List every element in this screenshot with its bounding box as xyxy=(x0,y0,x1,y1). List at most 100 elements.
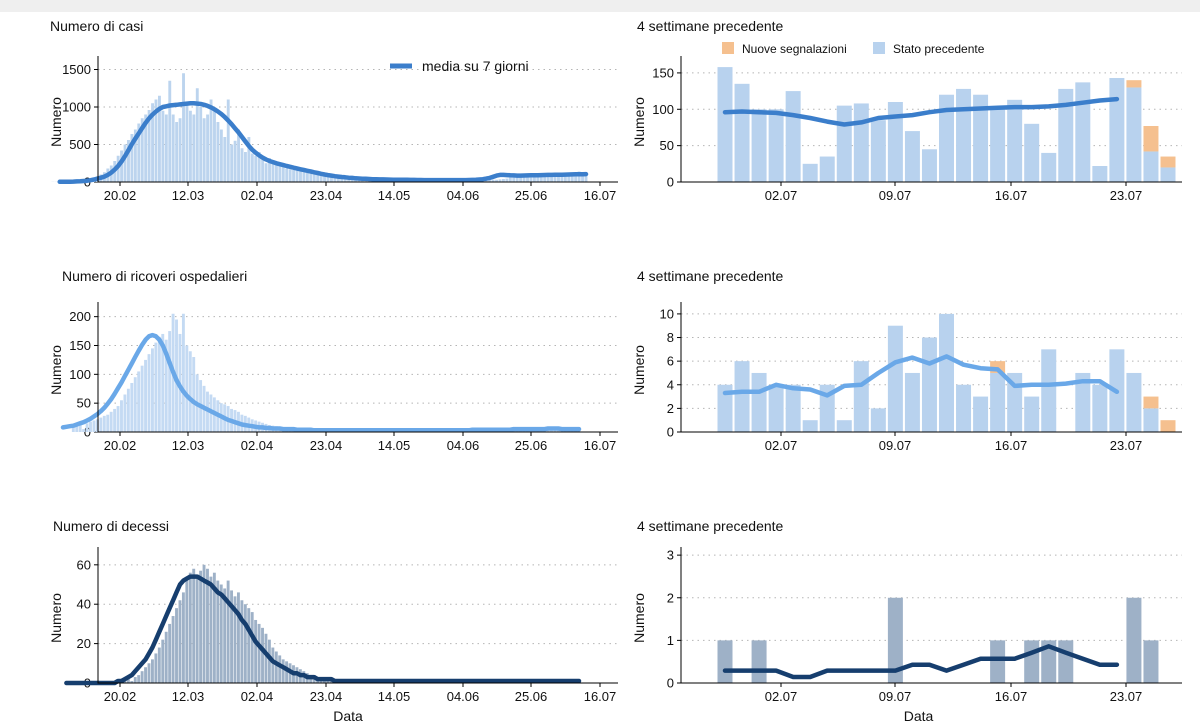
bar-previous xyxy=(717,384,733,432)
x-tick-label: 23.07 xyxy=(1110,438,1143,453)
bar-previous xyxy=(768,384,784,432)
bar xyxy=(192,568,196,683)
legend-label: media su 7 giorni xyxy=(422,58,529,74)
bar xyxy=(178,118,182,182)
bar xyxy=(567,173,571,182)
bar xyxy=(147,663,151,683)
x-tick-label: 14.05 xyxy=(378,438,411,453)
bar-previous xyxy=(956,88,972,182)
bar xyxy=(71,427,75,432)
x-tick-label: 20.02 xyxy=(104,438,137,453)
chart-hosp_recent: 4 settimane precedente 0 2 4 6 8 10 Numero 02.07… xyxy=(631,268,1182,453)
bar xyxy=(539,174,543,182)
bar xyxy=(240,148,244,182)
x-axis-label: Data xyxy=(333,708,363,724)
bar xyxy=(130,134,134,182)
y-tick-label: 2 xyxy=(667,590,674,605)
bar-previous xyxy=(1024,123,1040,182)
bar xyxy=(127,140,130,182)
y-axis-label: Numero xyxy=(48,593,64,643)
x-tick-label: 02.04 xyxy=(241,188,274,203)
bar-previous xyxy=(870,120,886,182)
x-tick-label: 25.06 xyxy=(515,689,548,704)
bar xyxy=(185,580,189,683)
bar xyxy=(223,137,227,182)
bar xyxy=(563,173,567,182)
bar xyxy=(261,627,264,683)
x-tick-label: 12.03 xyxy=(172,188,205,203)
y-tick-label: 40 xyxy=(77,597,91,612)
bar xyxy=(271,161,275,182)
bar xyxy=(267,639,271,683)
x-tick-label: 16.07 xyxy=(995,438,1028,453)
y-tick-label: 200 xyxy=(69,309,91,324)
bar xyxy=(543,174,547,182)
bar xyxy=(212,572,216,683)
chart-cases_recent: 4 settimane precedente 0 50 100 150 Numero 02.… xyxy=(631,18,1182,203)
y-tick-label: 20 xyxy=(77,636,91,651)
bar xyxy=(250,612,254,683)
bar xyxy=(488,179,492,182)
bar xyxy=(577,171,581,182)
series-line-media-su-7-giorni xyxy=(722,644,1120,680)
bar xyxy=(130,382,134,432)
bar-new xyxy=(990,361,1006,373)
bar xyxy=(278,165,282,182)
chart-cases: Numero di casi050010001500Numero20.0212.… xyxy=(48,18,618,203)
chart-title: Numero di casi xyxy=(50,18,143,34)
x-tick-label: 12.03 xyxy=(172,438,205,453)
bar xyxy=(584,176,588,182)
bar-previous xyxy=(717,640,733,683)
bar-previous xyxy=(836,420,852,432)
bar-previous xyxy=(1007,99,1023,182)
legend-label: Nuove segnalazioni xyxy=(742,42,847,56)
bar xyxy=(340,177,344,182)
bar xyxy=(120,150,124,182)
bar xyxy=(181,592,185,683)
y-axis-label: Numero xyxy=(631,593,647,643)
bar-previous xyxy=(1143,151,1159,182)
bar-previous xyxy=(870,408,886,432)
bar xyxy=(213,110,216,182)
y-tick-label: 1 xyxy=(667,633,674,648)
bar xyxy=(216,122,220,182)
bar xyxy=(161,333,165,432)
bar xyxy=(182,73,185,182)
y-tick-label: 60 xyxy=(77,557,91,572)
y-tick-label: 0 xyxy=(667,425,674,440)
bar xyxy=(219,129,223,182)
bar xyxy=(123,394,127,432)
bar xyxy=(150,348,154,432)
x-tick-label: 23.04 xyxy=(310,689,343,704)
x-tick-label: 09.07 xyxy=(879,689,912,704)
bar-previous xyxy=(1160,167,1176,182)
bar xyxy=(157,647,161,683)
bar-previous xyxy=(921,337,937,432)
bar xyxy=(570,173,574,182)
x-tick-label: 02.07 xyxy=(765,188,798,203)
bar xyxy=(137,123,141,182)
bar xyxy=(278,655,282,683)
bar-previous xyxy=(802,163,818,182)
bar xyxy=(178,600,182,683)
bar xyxy=(526,174,529,182)
bar xyxy=(236,592,240,683)
bar-previous xyxy=(1092,166,1108,182)
bar-previous xyxy=(1041,640,1057,683)
bar xyxy=(195,88,199,182)
bar xyxy=(271,647,275,683)
bar xyxy=(347,178,351,182)
bar xyxy=(254,155,258,182)
bar-previous xyxy=(1143,408,1159,432)
bar-previous xyxy=(973,94,989,182)
bar xyxy=(126,388,130,432)
bar xyxy=(202,564,206,683)
x-axis-label: Data xyxy=(904,708,934,724)
bar xyxy=(92,420,96,432)
bar xyxy=(292,170,296,182)
x-tick-label: 14.05 xyxy=(378,689,411,704)
bar-previous xyxy=(802,420,818,432)
bar-previous xyxy=(1024,396,1040,432)
bar xyxy=(230,144,234,182)
